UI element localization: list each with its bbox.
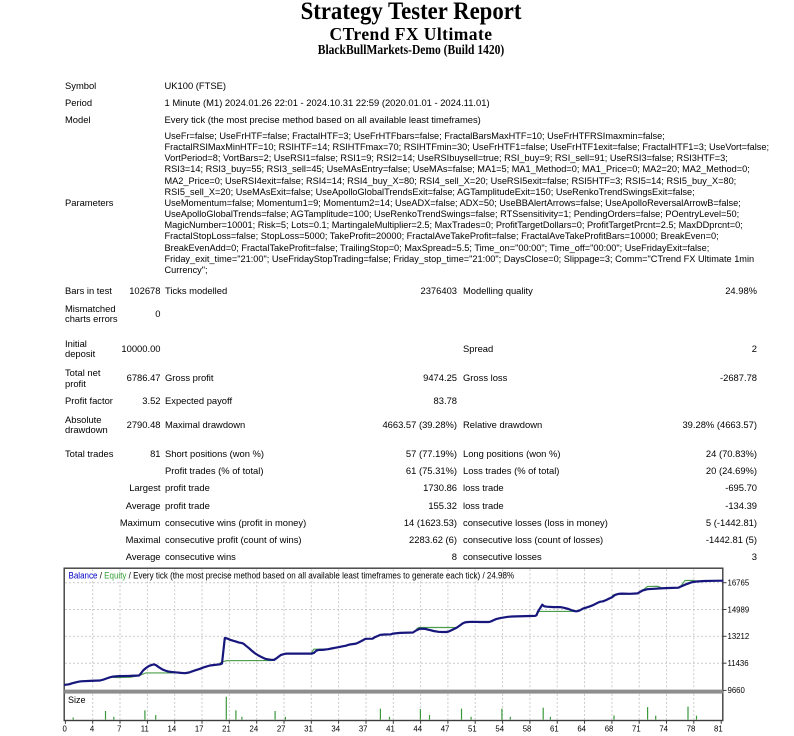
svg-text:58: 58 — [523, 724, 532, 733]
svg-text:13212: 13212 — [728, 632, 750, 641]
svg-text:74: 74 — [659, 724, 668, 733]
svg-text:54: 54 — [495, 724, 504, 733]
svg-text:37: 37 — [359, 724, 368, 733]
svg-text:44: 44 — [413, 724, 422, 733]
svg-text:78: 78 — [687, 724, 696, 733]
svg-text:14: 14 — [168, 724, 177, 733]
svg-text:24: 24 — [250, 724, 259, 733]
svg-text:17: 17 — [195, 724, 204, 733]
svg-text:61: 61 — [550, 724, 559, 733]
svg-text:51: 51 — [468, 724, 477, 733]
svg-text:Balance / Equity / Every tick: Balance / Equity / Every tick (the most … — [69, 571, 515, 581]
svg-text:4: 4 — [90, 724, 95, 733]
svg-text:41: 41 — [386, 724, 395, 733]
svg-text:7: 7 — [117, 724, 121, 733]
svg-text:81: 81 — [714, 724, 723, 733]
svg-text:64: 64 — [577, 724, 586, 733]
svg-text:Size: Size — [68, 695, 86, 705]
svg-text:11: 11 — [141, 724, 149, 733]
svg-text:16765: 16765 — [728, 579, 750, 588]
svg-text:21: 21 — [222, 724, 231, 733]
svg-text:68: 68 — [605, 724, 614, 733]
svg-text:34: 34 — [331, 724, 340, 733]
svg-text:31: 31 — [304, 724, 313, 733]
svg-text:27: 27 — [277, 724, 286, 733]
svg-text:47: 47 — [441, 724, 450, 733]
svg-text:0: 0 — [63, 724, 68, 733]
svg-text:71: 71 — [632, 724, 641, 733]
svg-text:14989: 14989 — [728, 605, 750, 614]
svg-text:9660: 9660 — [728, 686, 746, 695]
svg-text:11436: 11436 — [728, 659, 749, 668]
